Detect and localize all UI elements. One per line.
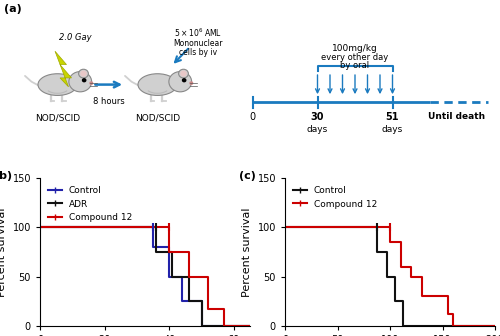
- Text: NOD/SCID: NOD/SCID: [135, 114, 180, 123]
- Y-axis label: Percent survival: Percent survival: [242, 207, 252, 297]
- Legend: Control, ADR, Compound 12: Control, ADR, Compound 12: [44, 182, 136, 226]
- Text: 100mg/kg: 100mg/kg: [332, 44, 378, 53]
- Circle shape: [82, 79, 86, 82]
- Text: Mononuclear: Mononuclear: [174, 39, 223, 48]
- Polygon shape: [55, 51, 72, 87]
- Text: every other day: every other day: [322, 53, 388, 62]
- Ellipse shape: [38, 74, 77, 95]
- Text: 51: 51: [386, 112, 399, 122]
- Text: 30: 30: [311, 112, 324, 122]
- Text: by oral: by oral: [340, 61, 370, 70]
- Circle shape: [181, 71, 186, 76]
- Text: days: days: [382, 125, 403, 134]
- Circle shape: [178, 69, 188, 78]
- Text: cells by iv: cells by iv: [180, 48, 218, 57]
- Ellipse shape: [138, 74, 177, 95]
- Circle shape: [81, 71, 86, 76]
- Text: $5\times10^6$ AML: $5\times10^6$ AML: [174, 27, 222, 39]
- Text: (b): (b): [0, 171, 12, 181]
- Text: (c): (c): [239, 171, 256, 181]
- Circle shape: [90, 82, 92, 84]
- Y-axis label: Percent survival: Percent survival: [0, 207, 7, 297]
- Circle shape: [182, 79, 186, 82]
- Text: 0: 0: [250, 112, 256, 122]
- Text: 2.0 Gay: 2.0 Gay: [58, 33, 92, 42]
- Text: days: days: [307, 125, 328, 134]
- Legend: Control, Compound 12: Control, Compound 12: [290, 182, 381, 212]
- Text: Until death: Until death: [428, 112, 485, 121]
- Circle shape: [190, 82, 192, 84]
- Circle shape: [78, 69, 88, 78]
- Circle shape: [69, 72, 92, 92]
- Text: 8 hours: 8 hours: [93, 97, 124, 106]
- Text: (a): (a): [4, 4, 22, 14]
- Text: NOD/SCID: NOD/SCID: [35, 114, 80, 123]
- Circle shape: [169, 72, 192, 92]
